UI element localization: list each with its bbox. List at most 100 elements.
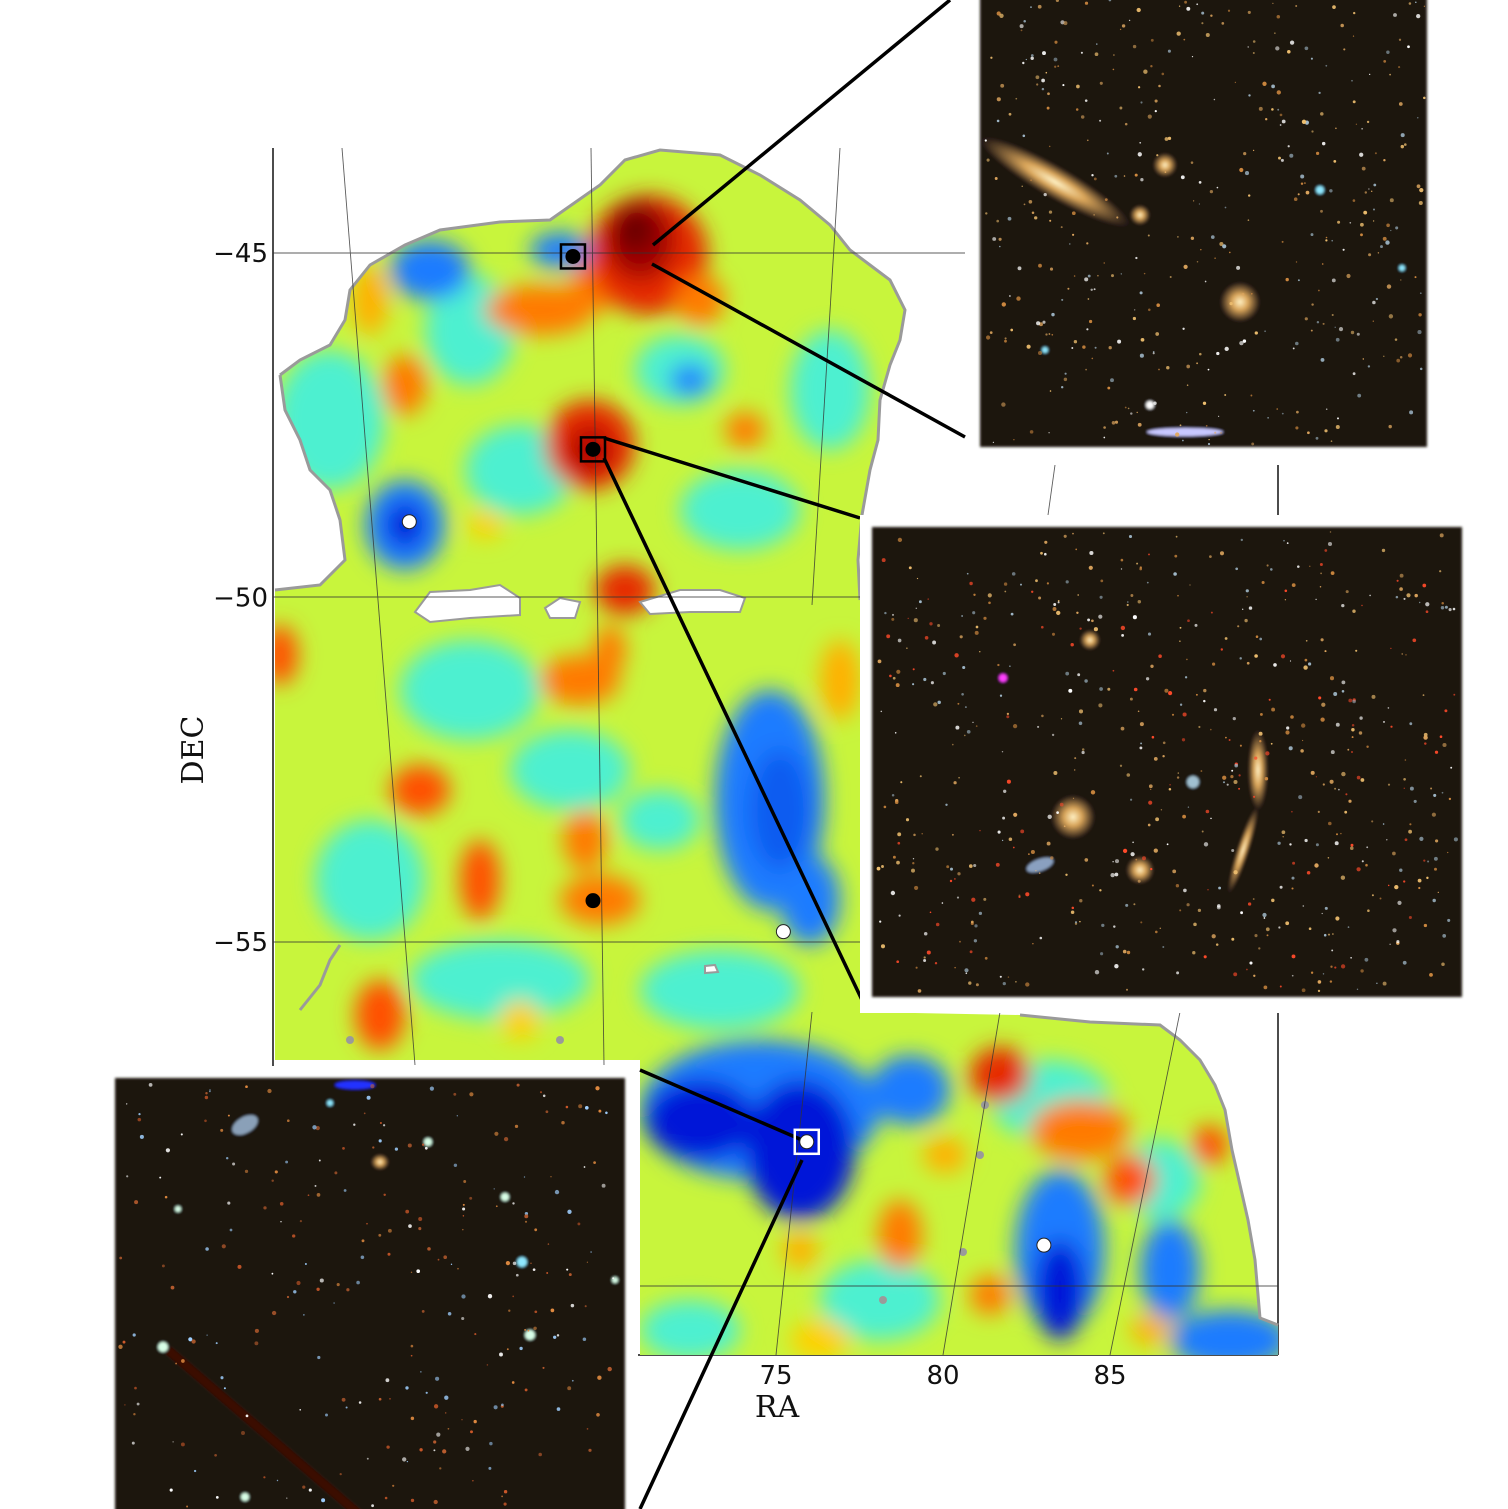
star-point — [1284, 599, 1287, 601]
star-point — [1324, 906, 1328, 910]
star-point — [1041, 87, 1045, 91]
star-point — [898, 914, 901, 917]
star-point — [296, 1280, 301, 1286]
star-point — [408, 1224, 412, 1228]
star-point — [1398, 38, 1402, 41]
star-point — [1049, 219, 1052, 222]
star-point — [923, 931, 928, 936]
star-point — [1318, 289, 1320, 292]
star-point — [1051, 333, 1054, 336]
star-point — [1203, 699, 1206, 703]
star-point — [205, 1247, 209, 1251]
star-point — [1022, 61, 1025, 65]
star-point — [1053, 771, 1058, 775]
star-point — [429, 1086, 434, 1091]
star-point — [1247, 902, 1252, 906]
star-point — [1128, 534, 1133, 539]
star-point — [1094, 970, 1100, 975]
star-point — [1258, 106, 1263, 111]
star-point — [1124, 406, 1127, 409]
star-point — [1329, 980, 1333, 983]
star-point — [1147, 632, 1152, 636]
star-point — [1300, 182, 1304, 185]
star-point — [1343, 48, 1346, 51]
star-point — [1146, 581, 1149, 584]
star-point — [1139, 567, 1143, 571]
star-point — [524, 1329, 526, 1331]
star-point — [1291, 974, 1294, 977]
star-point — [165, 1148, 171, 1153]
star-point — [542, 1094, 546, 1098]
star-point — [1164, 688, 1169, 693]
star-point — [1091, 884, 1094, 887]
star-point — [1032, 943, 1034, 945]
star-point — [561, 1120, 565, 1125]
star-point — [1310, 329, 1313, 332]
star-point — [1413, 799, 1417, 803]
star-point — [1422, 583, 1427, 588]
star-point — [1365, 863, 1368, 867]
star-point — [1317, 810, 1320, 814]
star-point — [1331, 239, 1333, 242]
star-point — [1013, 439, 1015, 441]
star-point — [1232, 716, 1236, 721]
star-point — [1046, 582, 1050, 585]
star-point — [180, 1442, 185, 1447]
star-point — [1316, 320, 1320, 324]
star-point — [1133, 903, 1136, 906]
star-point — [530, 1262, 532, 1265]
star-point — [1190, 161, 1194, 164]
star-point — [1200, 248, 1202, 251]
star-point — [453, 1092, 457, 1096]
star-point — [1308, 927, 1312, 931]
star-point — [1419, 836, 1424, 842]
star-point — [1289, 40, 1295, 45]
star-point — [1321, 702, 1326, 707]
star-point — [164, 1195, 168, 1199]
star-point — [1298, 795, 1303, 800]
star-point — [1249, 961, 1253, 965]
star-point — [586, 1261, 589, 1263]
star-point — [1220, 432, 1222, 434]
star-point — [1044, 540, 1048, 544]
star-point — [1419, 292, 1422, 295]
star-point — [1297, 279, 1300, 282]
star-point — [1360, 233, 1363, 237]
star-point — [1197, 908, 1202, 913]
star-point — [1239, 340, 1244, 346]
star-point — [1070, 642, 1074, 647]
star-point — [1048, 145, 1051, 148]
star-point — [566, 1268, 569, 1271]
star-point — [416, 1269, 421, 1274]
star-point — [1117, 339, 1122, 344]
star-point — [1087, 618, 1091, 622]
star-point — [984, 956, 988, 960]
star-point — [366, 1222, 368, 1225]
star-point — [1270, 742, 1273, 745]
star-point — [1147, 823, 1151, 827]
star-point — [209, 1089, 211, 1091]
star-point — [913, 833, 916, 837]
star-point — [1325, 239, 1328, 242]
star-point — [1383, 355, 1385, 358]
star-point — [1224, 346, 1229, 352]
star-point — [1366, 846, 1369, 849]
star-point — [1390, 229, 1392, 232]
star-point — [1028, 199, 1033, 204]
star-point — [907, 617, 909, 620]
star-point — [383, 1193, 386, 1197]
star-point — [1086, 242, 1089, 245]
star-point — [1007, 976, 1010, 978]
star-point — [1315, 843, 1319, 847]
star-point — [1046, 106, 1050, 110]
star-point — [1001, 750, 1004, 753]
star-point — [1088, 319, 1093, 324]
star-point — [1310, 971, 1314, 974]
star-point — [1304, 317, 1308, 321]
star-point — [437, 1258, 440, 1261]
star-point — [1418, 313, 1422, 317]
star-point — [1123, 175, 1126, 177]
star-point — [1130, 852, 1135, 857]
star-point — [891, 617, 895, 621]
star-point — [1335, 916, 1340, 921]
